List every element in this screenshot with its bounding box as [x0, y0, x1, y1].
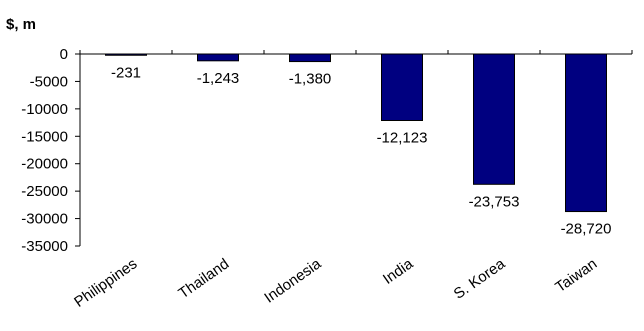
y-tick-label: -5000 [30, 73, 68, 90]
chart-axes [75, 50, 633, 247]
bar-taiwan [565, 53, 607, 213]
y-tick-label: -10000 [21, 101, 68, 118]
data-label: -1,380 [289, 71, 332, 88]
x-tick-label: Indonesia [261, 255, 325, 307]
chart-bars [105, 53, 607, 213]
y-tick-label: -25000 [21, 183, 68, 200]
data-label: -28,720 [561, 221, 612, 238]
x-tick-label: Philippines [71, 255, 140, 311]
bar-philippines [105, 53, 147, 56]
y-tick-label: -20000 [21, 156, 68, 173]
chart-y-tick-labels: 0 -5000 -10000 -15000 -20000 -25000 -30000 -350… [21, 46, 68, 255]
y-tick-label: 0 [60, 46, 68, 63]
bar-thailand [197, 53, 239, 62]
data-label: -23,753 [469, 193, 520, 210]
data-label: -12,123 [377, 130, 428, 147]
bar-indonesia [289, 53, 331, 63]
y-tick-label: -30000 [21, 211, 68, 228]
x-tick-label: Thailand [175, 255, 232, 302]
y-axis-unit-label: $, m [6, 16, 37, 33]
data-label: -231 [111, 64, 141, 81]
data-label: -1,243 [197, 70, 240, 87]
y-tick-label: -35000 [21, 238, 68, 255]
chart-x-tick-labels: Philippines Thailand Indonesia India S. Kore… [71, 255, 600, 311]
chart-data-labels: -231 -1,243 -1,380 -12,123 -23,753 -28,720 [111, 64, 611, 237]
x-tick-label: S. Korea [451, 255, 509, 303]
y-tick-label: -15000 [21, 128, 68, 145]
bar-india [381, 53, 423, 122]
x-tick-label: Taiwan [552, 255, 600, 296]
x-tick-label: India [380, 255, 417, 288]
bar-s-korea [473, 53, 515, 185]
